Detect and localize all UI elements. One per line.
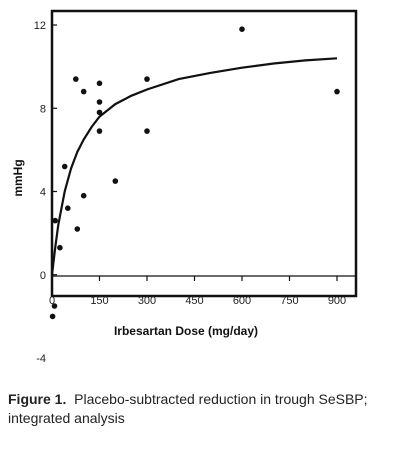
data-point (52, 217, 58, 224)
plot-frame (50, 9, 358, 298)
data-point (96, 99, 103, 105)
data-point (144, 128, 150, 134)
data-point (112, 178, 119, 184)
data-point (96, 80, 103, 87)
y-tick-label: 8 (40, 103, 46, 115)
x-tick-label: 0 (49, 295, 55, 307)
y-tick-label: 0 (40, 270, 46, 282)
data-point (96, 109, 103, 116)
x-tick-label: 450 (185, 295, 203, 307)
y-tick-label: -4 (36, 353, 46, 365)
data-point (144, 76, 150, 82)
fit-curve-line (50, 57, 338, 275)
data-points (49, 26, 340, 320)
caption-text: Placebo-subtracted reduction in trough S… (8, 391, 368, 426)
data-point (49, 313, 56, 320)
data-point (96, 128, 103, 134)
figure-caption: Figure 1. Placebo-subtracted reduction i… (8, 390, 393, 428)
data-point (74, 226, 81, 232)
x-tick-label: 600 (233, 295, 251, 307)
chart: -4 0 4 8 12 0 150 300 450 600 750 900 Irbesartan D… (11, 9, 358, 365)
x-axis-title: Irbesartan Dose (mg/day) (114, 324, 258, 338)
data-point (73, 76, 79, 82)
y-axis-title: mmHg (11, 159, 25, 196)
data-point (61, 163, 68, 170)
x-tick-label: 900 (328, 295, 346, 307)
data-point (80, 88, 87, 95)
data-point (51, 303, 58, 309)
data-point (57, 244, 63, 251)
x-tick-label: 150 (90, 295, 108, 307)
y-axis-ticks: -4 0 4 8 12 (34, 20, 57, 365)
data-point (239, 26, 245, 32)
x-axis-ticks: 0 150 300 450 600 750 900 (49, 276, 346, 307)
x-tick-label: 300 (138, 295, 156, 307)
caption-label: Figure 1. (8, 391, 67, 407)
data-point (80, 192, 87, 199)
data-point (334, 88, 340, 95)
data-point (65, 205, 71, 211)
x-tick-label: 750 (280, 295, 298, 307)
y-tick-label: 12 (34, 20, 46, 32)
y-tick-label: 4 (40, 187, 46, 199)
